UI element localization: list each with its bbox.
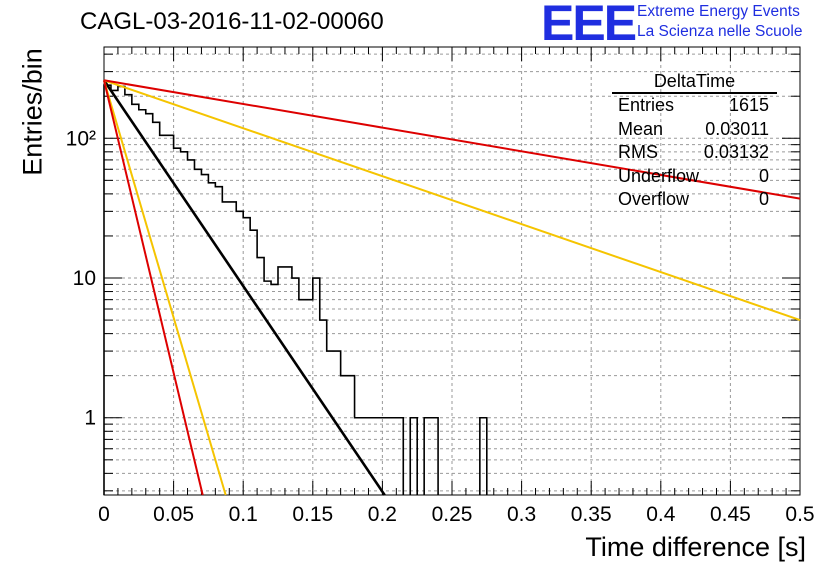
x-tick-label: 0.4 xyxy=(646,503,676,526)
fit-line xyxy=(102,79,386,496)
histogram-outline xyxy=(103,84,488,495)
y-axis-label: Entries/bin xyxy=(17,48,48,176)
x-tick-label: 0.1 xyxy=(229,503,258,526)
x-tick-label: 0.5 xyxy=(785,503,814,526)
stats-row-overflow: Overflow 0 xyxy=(612,188,777,212)
stats-label: RMS xyxy=(618,142,658,162)
fit-line xyxy=(103,80,227,496)
fit-line xyxy=(103,79,801,322)
stats-value: 0 xyxy=(758,165,769,186)
eee-logo: EEE xyxy=(541,0,637,51)
stats-value: 0.03011 xyxy=(705,118,769,139)
stats-label: Entries xyxy=(618,95,675,115)
x-tick-label: 0.35 xyxy=(571,503,612,526)
stats-row-entries: Entries 1615 xyxy=(612,94,777,118)
fit-line xyxy=(103,80,204,496)
stats-label: Mean xyxy=(618,118,664,139)
stats-value: 0 xyxy=(758,189,769,209)
x-tick-label: 0.05 xyxy=(153,503,194,526)
y-tick-label: 1 xyxy=(84,407,96,430)
stats-row-rms: RMS 0.03132 xyxy=(612,141,777,165)
x-axis-label: Time difference [s] xyxy=(585,532,806,562)
page-title: CAGL-03-2016-11-02-00060 xyxy=(80,8,384,35)
x-tick-label: 0.45 xyxy=(710,503,751,526)
stats-label: Underflow xyxy=(618,165,700,186)
stats-value: 0.03132 xyxy=(703,142,769,162)
stats-box: DeltaTime Entries 1615 Mean 0.03011 RMS … xyxy=(612,70,777,212)
stats-label: Overflow xyxy=(618,189,690,209)
logo-tagline-line2: La Scienza nelle Scuole xyxy=(637,23,803,40)
stats-value: 1615 xyxy=(728,95,769,115)
stats-row-underflow: Underflow 0 xyxy=(612,165,777,189)
y-tick-label: 10² xyxy=(66,127,96,150)
stats-row-mean: Mean 0.03011 xyxy=(612,118,777,142)
x-tick-label: 0.2 xyxy=(368,503,397,526)
x-tick-label: 0.3 xyxy=(507,503,536,526)
stats-box-title: DeltaTime xyxy=(612,70,777,94)
x-tick-label: 0.15 xyxy=(292,503,333,526)
y-tick-label: 10 xyxy=(73,267,96,290)
logo-tagline-line1: Extreme Energy Events xyxy=(637,3,800,20)
fit-line xyxy=(103,79,801,200)
x-tick-label: 0 xyxy=(98,503,110,526)
x-tick-label: 0.25 xyxy=(432,503,473,526)
